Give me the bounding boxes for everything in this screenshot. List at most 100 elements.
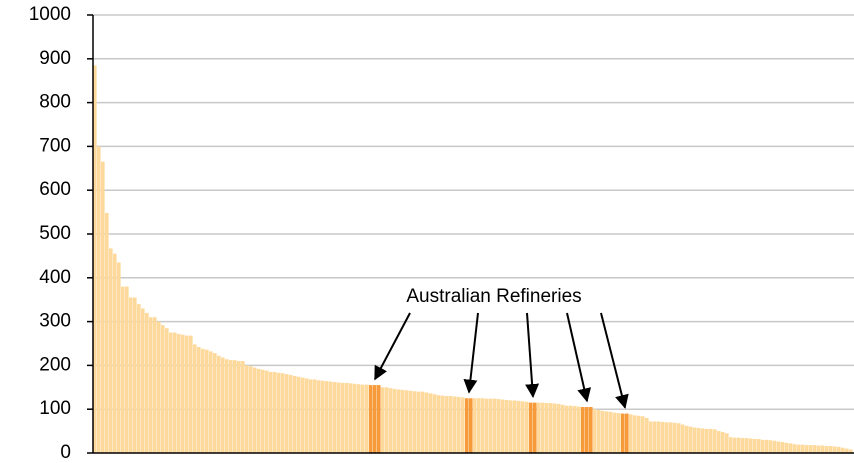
bar — [173, 332, 177, 453]
bar — [225, 359, 229, 453]
bar — [213, 353, 217, 453]
bar — [673, 422, 677, 453]
bar — [365, 384, 369, 453]
bar — [177, 333, 181, 453]
bar — [837, 446, 841, 453]
bar — [741, 438, 745, 453]
bar — [493, 398, 497, 453]
bar — [165, 328, 169, 453]
bar — [845, 448, 849, 453]
bar — [773, 440, 777, 453]
bar — [409, 390, 413, 453]
bar — [609, 411, 613, 453]
bar — [685, 425, 689, 453]
bar — [285, 374, 289, 453]
bar — [333, 382, 337, 453]
bar — [617, 413, 621, 453]
bar — [457, 396, 461, 453]
bar — [833, 446, 837, 453]
bar — [329, 381, 333, 453]
bar — [821, 445, 825, 453]
bar — [797, 444, 801, 453]
bar — [725, 433, 729, 453]
y-tick-label: 600 — [39, 179, 71, 200]
bar — [381, 387, 385, 453]
bar — [401, 389, 405, 453]
bar — [305, 378, 309, 453]
bar — [253, 367, 257, 453]
bar — [429, 393, 433, 453]
bar — [677, 423, 681, 453]
bar — [405, 390, 409, 453]
bar — [221, 357, 225, 453]
bar — [629, 414, 633, 453]
bar — [825, 445, 829, 453]
bar — [545, 403, 549, 453]
bar — [361, 384, 365, 453]
bar — [125, 286, 129, 453]
bar — [801, 444, 805, 453]
bar — [301, 377, 305, 453]
bar — [705, 428, 709, 453]
bar — [621, 413, 625, 453]
bar — [393, 389, 397, 453]
bar — [557, 403, 561, 453]
bar — [809, 445, 813, 453]
bar — [693, 427, 697, 453]
bar — [269, 371, 273, 453]
bar — [513, 400, 517, 453]
bar — [417, 391, 421, 453]
bar — [201, 348, 205, 453]
bar — [753, 438, 757, 453]
bar — [325, 381, 329, 453]
bar — [137, 304, 141, 453]
bar — [597, 410, 601, 453]
bar — [209, 351, 213, 453]
bar — [465, 398, 469, 453]
bar — [193, 344, 197, 453]
bar — [605, 411, 609, 453]
bar — [777, 441, 781, 453]
bar — [433, 394, 437, 453]
bar — [157, 321, 161, 453]
bar — [237, 361, 241, 453]
bar — [477, 398, 481, 453]
bar — [185, 335, 189, 453]
bar — [265, 370, 269, 453]
bar — [229, 360, 233, 453]
bar — [93, 65, 97, 454]
bar — [133, 297, 137, 453]
bar — [553, 403, 557, 453]
bar — [573, 406, 577, 453]
bar — [129, 297, 133, 453]
bar — [309, 379, 313, 453]
bar — [509, 400, 513, 453]
arrow — [566, 312, 592, 403]
bar — [761, 439, 765, 453]
bar — [781, 442, 785, 453]
bar — [641, 416, 645, 453]
bar — [369, 385, 373, 453]
bar — [489, 398, 493, 453]
axes: 0 100 200 300 400 500 600 700 800 900 1000 — [29, 4, 854, 463]
bar — [317, 380, 321, 453]
bar — [241, 361, 245, 453]
bar — [669, 422, 673, 453]
bar — [397, 389, 401, 453]
bar — [105, 212, 109, 453]
bar — [377, 385, 381, 453]
bar — [689, 426, 693, 453]
arrow — [525, 312, 540, 399]
bar — [469, 398, 473, 453]
bar — [313, 379, 317, 453]
bar — [649, 421, 653, 453]
bar — [569, 405, 573, 453]
bar — [141, 308, 145, 453]
bar — [561, 404, 565, 453]
bar — [737, 437, 741, 453]
bar — [113, 253, 117, 453]
bar — [517, 400, 521, 453]
bar — [441, 395, 445, 453]
bar — [97, 146, 101, 453]
